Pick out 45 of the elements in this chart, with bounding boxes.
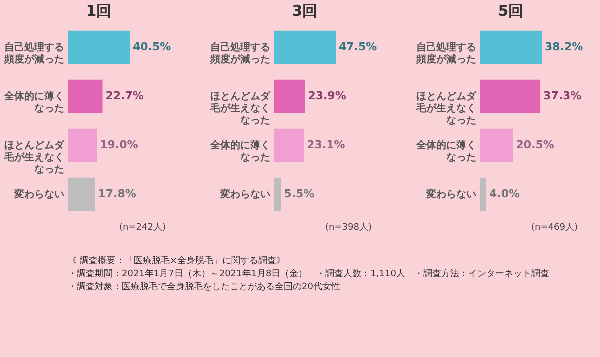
bar xyxy=(68,178,96,212)
data-label: 19.0% xyxy=(100,138,138,152)
y-tick-label: 変わらない xyxy=(14,188,64,200)
y-tick-label: 自己処理する頻度が減った xyxy=(210,42,270,66)
y-tick-label: ほとんどムダ毛が生えなくなった xyxy=(210,90,272,126)
text: ・調査期間：2021年1月7日（木）～2021年1月8日（金） ・調査人数：1,110人 ・調査方法：インターネット調査 xyxy=(68,268,550,280)
bar xyxy=(480,80,541,114)
text: 《 調査概要：「医療脱毛×全身脱毛」に関する調査》 xyxy=(68,256,286,266)
y-tick-label: ほとんどムダ毛が生えなくなった xyxy=(4,140,66,176)
chart-title: 1回 xyxy=(86,2,112,20)
bar xyxy=(68,30,130,64)
chart-title: 3回 xyxy=(292,2,318,20)
data-label: 40.5% xyxy=(133,40,172,54)
y-tick-label: 全体的に薄くなった xyxy=(416,140,476,164)
y-tick-label: 自己処理する頻度が減った xyxy=(4,42,64,66)
y-tick-label: 全体的に薄くなった xyxy=(210,140,270,164)
y-tick-label: 変わらない xyxy=(426,188,476,200)
data-label: 17.8% xyxy=(98,188,136,200)
data-label: 5.5% xyxy=(284,188,315,200)
bar xyxy=(480,30,542,64)
bar xyxy=(68,80,103,114)
bar xyxy=(480,178,486,212)
data-label: 47.5% xyxy=(339,40,378,54)
data-label: 23.9% xyxy=(308,90,346,102)
bar xyxy=(274,128,304,162)
y-tick-label: 全体的に薄くなった xyxy=(4,90,64,114)
y-tick-label: 自己処理する頻度が減った xyxy=(416,42,476,66)
chart-title: 5回 xyxy=(498,2,524,20)
y-tick-label: ほとんどムダ毛が生えなくなった xyxy=(416,90,478,126)
y-tick-label: 変わらない xyxy=(220,188,270,200)
data-label: 4.0% xyxy=(489,188,520,200)
data-label: 22.7% xyxy=(106,90,144,102)
data-label: 37.3% xyxy=(544,90,582,102)
text: (n=398人) xyxy=(326,222,372,233)
bar xyxy=(274,30,336,64)
data-label: 38.2% xyxy=(545,40,584,54)
data-label: 20.5% xyxy=(516,138,554,152)
annotation: (n=242人) xyxy=(120,222,166,233)
bar xyxy=(68,128,98,162)
bar xyxy=(274,178,282,212)
bar xyxy=(480,128,514,162)
text: (n=469人) xyxy=(532,222,578,233)
text: ・調査対象：医療脱毛で全身脱毛をしたことがある全国の20代女性 xyxy=(68,282,340,292)
data-label: 23.1% xyxy=(307,138,346,152)
bar xyxy=(274,80,306,114)
